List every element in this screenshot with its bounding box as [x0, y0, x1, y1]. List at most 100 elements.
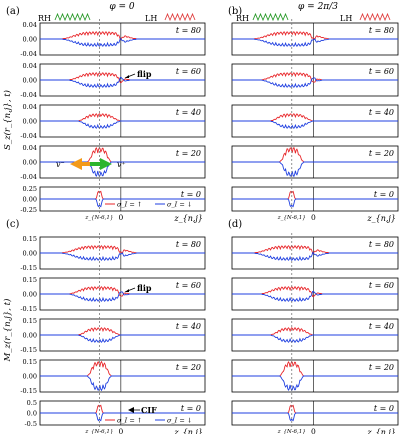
series-down-line: [232, 161, 398, 178]
helix-icon: [164, 12, 196, 22]
panel-label-d: (d): [228, 219, 242, 230]
time-label: t = 60: [369, 281, 394, 290]
time-label: t = 80: [176, 240, 201, 249]
x-zero-label: 0: [311, 427, 316, 434]
tick-label: 0.00: [23, 373, 37, 381]
cif-label: CIF: [141, 405, 157, 415]
time-label: t = 20: [369, 363, 394, 372]
rh-label-a: RH: [38, 14, 51, 23]
tick-label: 0.15: [23, 235, 37, 243]
time-label: t = 0: [374, 404, 394, 413]
tick-label: 0.04: [23, 62, 37, 70]
x-zero-label: 0: [311, 213, 316, 222]
time-label: t = 60: [176, 281, 201, 290]
helix-icon: [359, 12, 391, 22]
tick-label: -0.15: [20, 346, 37, 354]
flip-label: flip: [137, 283, 152, 293]
series-down-line: [232, 77, 398, 88]
x-mark-label: z_{N-6,1}: [277, 429, 306, 434]
helix-icon: [54, 12, 91, 22]
time-label: t = 0: [181, 190, 201, 199]
x-mark-label: z_{N-6,1}: [277, 215, 306, 221]
series-down-line: [232, 252, 398, 261]
tick-label: 0.0: [27, 410, 37, 418]
tick-label: 0.00: [23, 118, 37, 126]
phi-title-b: φ = 2π/3: [298, 2, 338, 12]
series-down-line: [40, 37, 205, 47]
flip-label: flip: [137, 69, 152, 79]
y-axis-label-bottom: M_z(r_{n,j}, t): [2, 299, 13, 363]
time-label: t = 20: [369, 149, 394, 158]
x-zero-label: 0: [118, 427, 123, 434]
panel-label-a: (a): [6, 6, 20, 17]
tick-label: -0.04: [20, 132, 37, 140]
tick-label: 0.15: [23, 358, 37, 366]
x-mark-label: z_{N-6,1}: [84, 215, 113, 221]
series-down-line: [232, 412, 398, 422]
arrow-head-icon: [125, 289, 129, 292]
time-label: t = 40: [369, 322, 394, 331]
cif-arrow-icon: [128, 407, 134, 413]
tick-label: 0.25: [23, 185, 37, 193]
x-axis-label: z_{n,j}: [173, 214, 203, 223]
series-down-line: [232, 38, 398, 47]
legend-down-label: σ_I = ↓: [167, 201, 192, 209]
legend-up-label: σ_I = ↑: [117, 201, 142, 209]
y-axis-label-top: S_z(r_{n,j}, t): [2, 90, 13, 150]
x-axis-label: z_{n,j}: [173, 428, 203, 434]
tick-label: -0.25: [20, 206, 37, 214]
panel-label-c: (c): [6, 219, 20, 230]
time-label: t = 0: [374, 190, 394, 199]
tick-label: 0.15: [23, 317, 37, 325]
panel-label-b: (b): [228, 6, 242, 17]
tick-label: 0.00: [23, 77, 37, 85]
series-down-line: [232, 120, 398, 129]
series-down-line: [40, 198, 205, 208]
series-down-line: [232, 375, 398, 392]
x-axis-label: z_{n,j}: [366, 428, 396, 434]
time-label: t = 20: [176, 363, 201, 372]
series-down-line: [232, 290, 398, 302]
tick-label: 0.15: [23, 276, 37, 284]
time-label: t = 40: [176, 108, 201, 117]
tick-label: -0.15: [20, 264, 37, 272]
tick-label: 0.04: [23, 21, 37, 29]
tick-label: 0.04: [23, 144, 37, 152]
x-zero-label: 0: [118, 213, 123, 222]
tick-label: 0.00: [23, 332, 37, 340]
time-label: t = 20: [176, 149, 201, 158]
series-down-line: [40, 412, 205, 422]
velocity-minus-label: v⁻: [56, 160, 65, 169]
time-label: t = 80: [176, 26, 201, 35]
tick-label: -0.5: [24, 420, 37, 428]
x-mark-label: z_{N-6,1}: [84, 429, 113, 434]
velocity-plus-label: v⁺: [117, 160, 126, 169]
lh-label-a: LH: [145, 14, 157, 23]
velocity-minus-arrow-icon: [70, 158, 92, 170]
tick-label: 0.5: [27, 399, 37, 407]
series-down-line: [40, 76, 205, 88]
series-down-line: [40, 334, 205, 343]
x-axis-label: z_{n,j}: [366, 214, 396, 223]
legend-up-label: σ_I = ↑: [117, 417, 142, 425]
time-label: t = 80: [369, 240, 394, 249]
legend-down-label: σ_I = ↓: [167, 417, 192, 425]
series-down-line: [40, 161, 205, 178]
helix-icon: [252, 12, 289, 22]
time-label: t = 0: [181, 404, 201, 413]
series-down-line: [40, 375, 205, 392]
lh-label-b: LH: [340, 14, 352, 23]
phi-title-a: φ = 0: [109, 2, 135, 12]
tick-label: -0.15: [20, 305, 37, 313]
time-label: t = 60: [176, 67, 201, 76]
arrow-head-icon: [125, 75, 129, 78]
series-down-line: [40, 120, 205, 129]
tick-label: 0.00: [23, 291, 37, 299]
tick-label: -0.04: [20, 173, 37, 181]
series-down-line: [40, 252, 205, 261]
tick-label: 0.00: [23, 36, 37, 44]
time-label: t = 40: [176, 322, 201, 331]
tick-label: -0.15: [20, 387, 37, 395]
series-down-line: [232, 334, 398, 343]
time-label: t = 60: [369, 67, 394, 76]
